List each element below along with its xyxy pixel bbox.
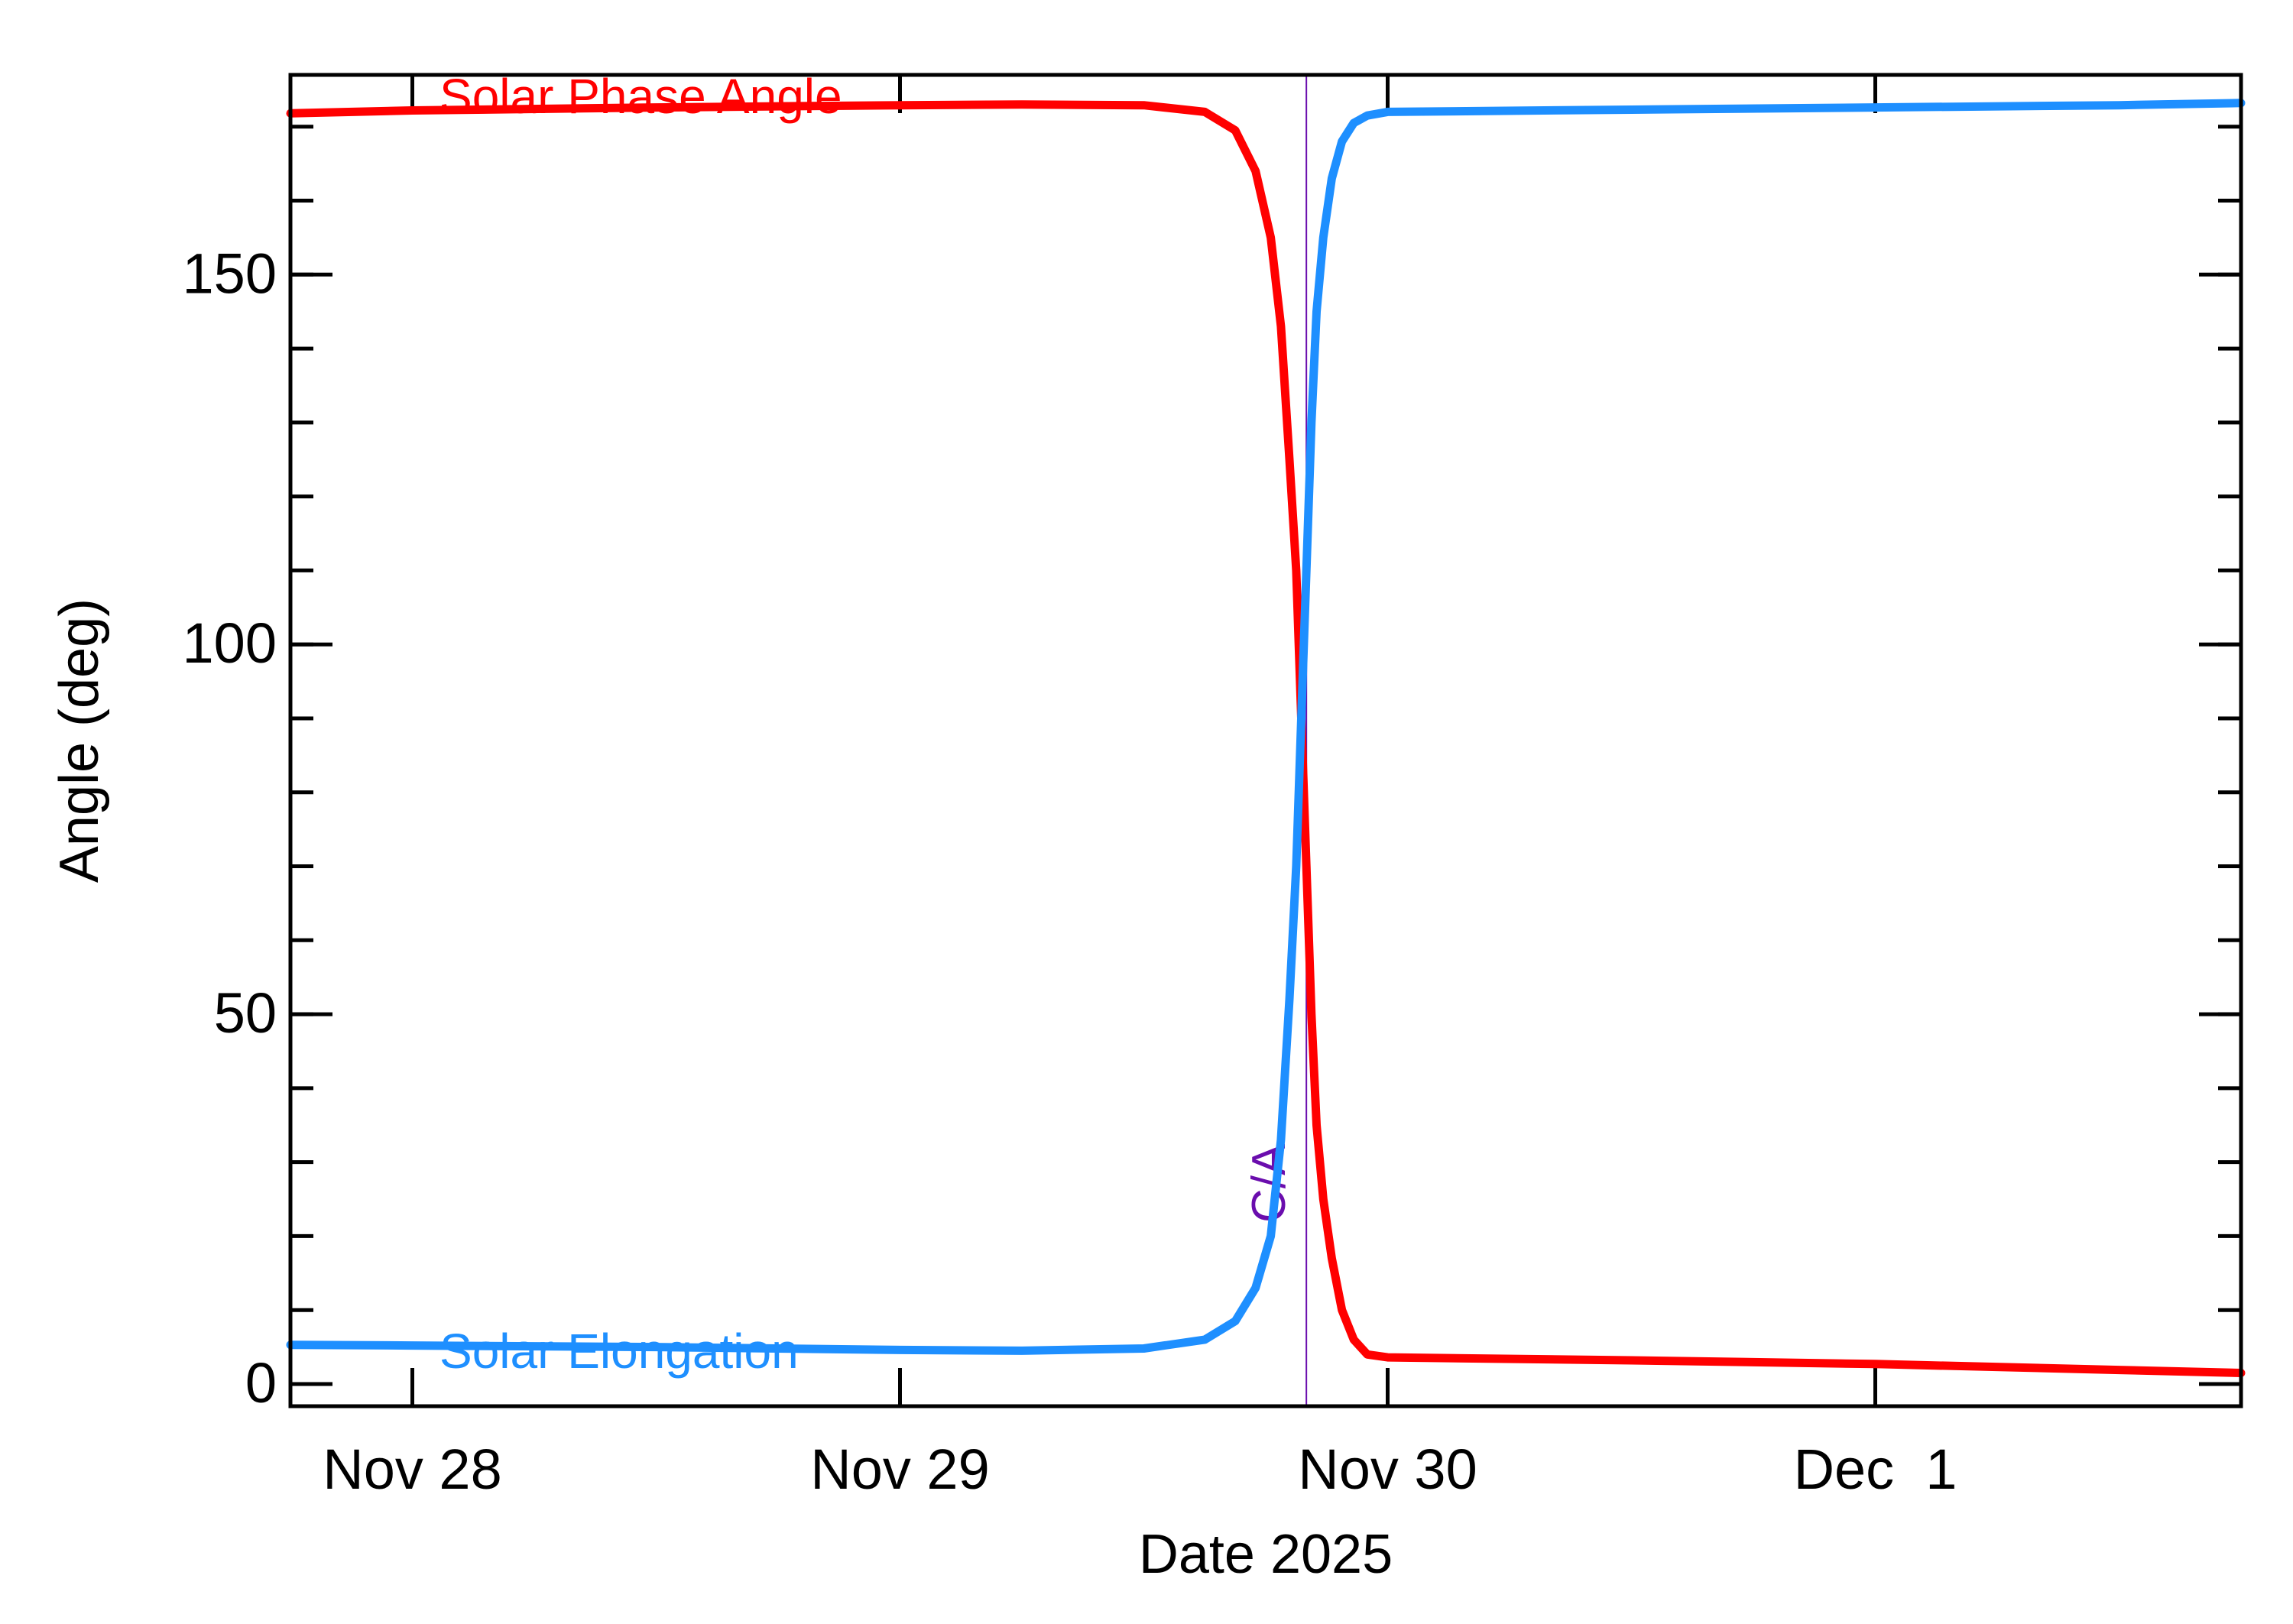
x-tick-label: Nov 29: [810, 1438, 989, 1501]
ca-label: C/A: [1243, 1143, 1296, 1223]
closest-approach-marker: C/A: [1243, 75, 1308, 1406]
y-tick-label: 0: [245, 1351, 277, 1415]
x-tick-label: Nov 28: [323, 1438, 501, 1501]
series-label-phase-angle: Solar Phase Angle: [439, 69, 842, 124]
y-tick-label: 150: [183, 241, 277, 305]
series-labels: Solar Phase Angle Solar Elongation: [439, 69, 842, 1379]
series-lines: [286, 99, 2246, 1377]
x-axis-label: Date 2025: [1139, 1524, 1393, 1585]
plot-frame: [288, 73, 2243, 1408]
axis-ticks: 0 50 100 150 Nov 28 Nov 29 Nov 30 Dec 1: [183, 75, 2241, 1501]
series-line-elongation: [286, 99, 2246, 1355]
x-tick-label: Nov 30: [1298, 1438, 1477, 1501]
x-tick-label: Dec 1: [1794, 1438, 1957, 1501]
y-tick-label: 100: [183, 611, 277, 675]
series-label-elongation: Solar Elongation: [439, 1324, 799, 1379]
y-tick-label: 50: [214, 981, 277, 1045]
y-axis-label: Angle (deg): [49, 598, 110, 883]
